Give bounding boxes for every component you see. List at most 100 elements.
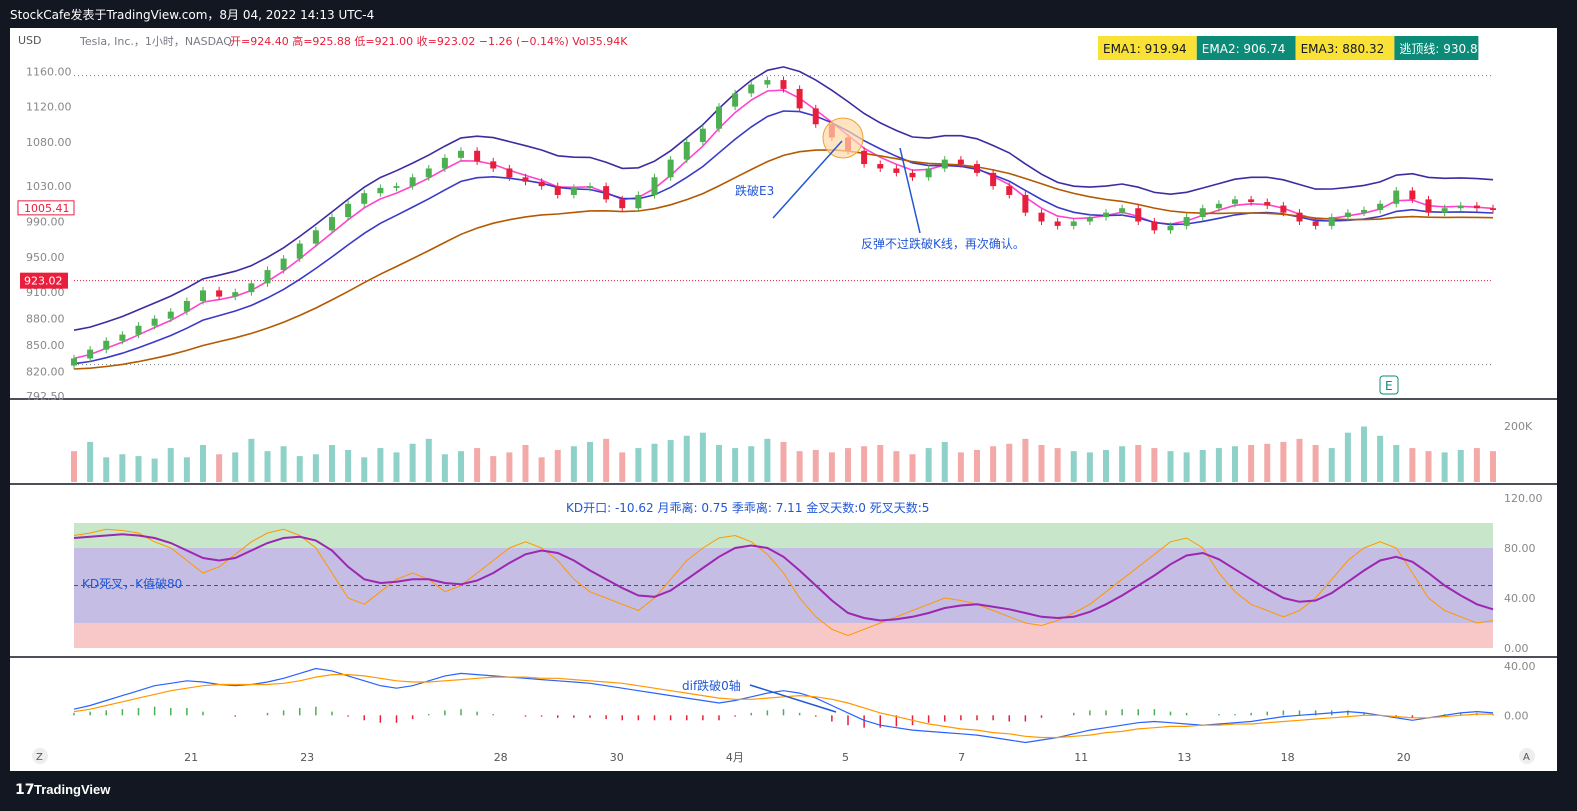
ema-badge-label-1: EMA1: 919.94 bbox=[1103, 42, 1187, 56]
candle-body bbox=[1312, 221, 1319, 226]
candle-body bbox=[103, 340, 110, 350]
marker-price-text: 1005.41 bbox=[24, 202, 70, 215]
candle-body bbox=[1119, 208, 1126, 213]
candle-body bbox=[683, 141, 690, 160]
candle-body bbox=[167, 311, 174, 319]
time-tick-label: 21 bbox=[184, 751, 198, 764]
volume-bar bbox=[458, 451, 464, 482]
candle-body bbox=[1070, 221, 1077, 226]
candle-body bbox=[990, 172, 997, 187]
earnings-marker-label: E bbox=[1385, 379, 1393, 393]
volume-bar bbox=[812, 449, 819, 482]
volume-bar bbox=[861, 446, 868, 482]
candle-body bbox=[603, 186, 610, 200]
auto-scale-icon[interactable] bbox=[1519, 748, 1535, 764]
candle-body bbox=[264, 270, 271, 284]
kd-oversold-band bbox=[74, 623, 1493, 648]
volume-bar bbox=[280, 446, 287, 482]
candle-body bbox=[1103, 212, 1109, 218]
candle-body bbox=[732, 93, 739, 107]
volume-bar bbox=[909, 454, 916, 482]
volume-bar bbox=[393, 452, 400, 482]
candle-body bbox=[1377, 203, 1384, 210]
tradingview-brand[interactable]: TradingView bbox=[34, 782, 111, 797]
candle-body bbox=[425, 168, 432, 178]
volume-bar bbox=[1248, 445, 1255, 482]
volume-bar bbox=[1167, 451, 1174, 482]
candle-body bbox=[1086, 217, 1093, 222]
price-tick-label: 950.00 bbox=[26, 251, 65, 264]
candle-body bbox=[812, 108, 819, 125]
volume-bar bbox=[361, 457, 368, 482]
candle-body bbox=[941, 159, 948, 169]
tradingview-logo-icon[interactable]: 17 bbox=[15, 782, 35, 798]
candle-body bbox=[1199, 208, 1206, 218]
volume-bar bbox=[1425, 451, 1432, 482]
volume-bar bbox=[1296, 438, 1303, 482]
kd-overbought-band bbox=[74, 523, 1493, 548]
volume-bar bbox=[1457, 449, 1464, 482]
ema-badge-label-2: EMA2: 906.74 bbox=[1202, 42, 1286, 56]
chart-area[interactable]: USD Tesla, Inc.，1小时，NASDAQ 开=924.40 高=925.… bbox=[10, 28, 1557, 771]
volume-bar bbox=[296, 456, 303, 482]
volume-bar bbox=[1377, 435, 1384, 482]
marker-price-tag bbox=[17, 200, 75, 216]
zoom-reset-label: Z bbox=[36, 752, 43, 763]
volume-bar bbox=[748, 446, 755, 482]
volume-bar bbox=[264, 451, 271, 482]
volume-bar bbox=[71, 451, 77, 482]
volume-bar bbox=[941, 441, 948, 482]
candle-body bbox=[619, 199, 626, 209]
volume-bar bbox=[1361, 426, 1367, 482]
volume-bar bbox=[538, 457, 545, 482]
macd-dif-line bbox=[73, 667, 1494, 744]
candle-body bbox=[748, 84, 755, 94]
earnings-marker-icon[interactable] bbox=[1379, 375, 1399, 395]
kd-tick-label: 0.00 bbox=[1504, 642, 1529, 655]
volume-bar bbox=[1022, 438, 1029, 482]
candle-body bbox=[232, 292, 239, 297]
candle-body bbox=[1296, 212, 1303, 222]
candle-body bbox=[345, 203, 352, 218]
macd-dea-line bbox=[73, 674, 1493, 739]
candle-body bbox=[183, 301, 190, 312]
volume-bar bbox=[151, 458, 158, 482]
candle-body bbox=[409, 177, 416, 187]
volume-bar bbox=[957, 452, 964, 482]
time-tick-label: 20 bbox=[1397, 751, 1411, 764]
annotation-arrow bbox=[749, 684, 837, 713]
volume-bar bbox=[441, 454, 448, 482]
annotation-arrow bbox=[772, 140, 843, 219]
candle-body bbox=[554, 186, 561, 195]
candle-body bbox=[1264, 202, 1271, 206]
time-tick-label: 18 bbox=[1281, 751, 1295, 764]
volume-bar bbox=[780, 441, 787, 482]
title-bar: StockCafe发表于TradingView.com，8月 04, 2022 … bbox=[0, 0, 1577, 28]
zoom-reset-icon[interactable] bbox=[32, 748, 48, 764]
price-tick-label: 1080.00 bbox=[26, 136, 72, 149]
volume-bar bbox=[1312, 445, 1319, 482]
volume-bar bbox=[1038, 445, 1045, 482]
volume-bar bbox=[635, 448, 642, 482]
volume-bar bbox=[200, 445, 206, 482]
candle-body bbox=[200, 290, 206, 302]
volume-bar bbox=[329, 445, 335, 482]
currency-label: USD bbox=[18, 34, 42, 47]
time-tick-label: 28 bbox=[494, 751, 508, 764]
price-tick-label: 880.00 bbox=[26, 313, 65, 326]
ohlc-readout: 开=924.40 高=925.88 低=921.00 收=923.02 −1.2… bbox=[230, 34, 628, 48]
candle-body bbox=[925, 168, 932, 178]
candle-body bbox=[312, 230, 319, 244]
candle-body bbox=[1393, 190, 1400, 204]
volume-bar bbox=[845, 448, 851, 482]
volume-bar bbox=[1135, 445, 1142, 482]
kd-k-line bbox=[73, 528, 1494, 637]
volume-bar bbox=[1264, 443, 1271, 482]
candle-body bbox=[377, 187, 384, 194]
volume-bar bbox=[1151, 448, 1158, 482]
volume-bar bbox=[248, 438, 255, 482]
ema-badge-3 bbox=[1295, 36, 1395, 60]
candle-body bbox=[1135, 208, 1142, 222]
current-price-text: 923.02 bbox=[24, 275, 63, 288]
